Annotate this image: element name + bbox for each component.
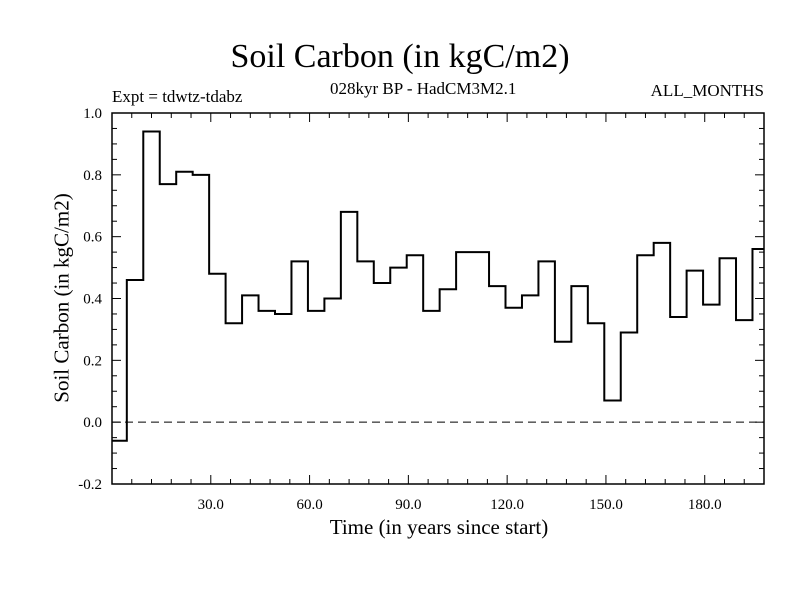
x-tick-label: 150.0 [589,497,623,513]
y-tick-label: 0.4 [83,292,102,308]
x-tick-label: 180.0 [688,497,722,513]
plot-frame [111,112,765,485]
x-tick-label: 30.0 [198,497,224,513]
y-tick-label: -0.2 [78,477,102,493]
chart-subtitle: 028kyr BP - HadCM3M2.1 [330,79,517,98]
experiment-label: Expt = tdwtz-tdabz [112,87,243,106]
y-tick-label: 0.8 [83,168,102,184]
y-tick-label: 0.2 [83,353,102,369]
x-tick-label: 120.0 [490,497,524,513]
y-tick-label: 0.0 [83,415,102,431]
x-tick-label: 90.0 [395,497,421,513]
period-label: ALL_MONTHS [650,81,764,100]
y-tick-label: 1.0 [83,106,102,122]
x-axis-label: Time (in years since start) [329,515,549,539]
x-tick-label: 60.0 [296,497,322,513]
series-line-soil-carbon [112,130,764,442]
chart-title: Soil Carbon (in kgC/m2) [230,38,570,75]
minor-ticks [112,113,764,484]
major-ticks [112,112,764,485]
y-tick-label: 0.6 [83,230,102,246]
tick-labels: 30.0 60.0 90.0 120.0 150.0 180.0 -0.2 0.0 0.2 0.4… [78,106,721,513]
